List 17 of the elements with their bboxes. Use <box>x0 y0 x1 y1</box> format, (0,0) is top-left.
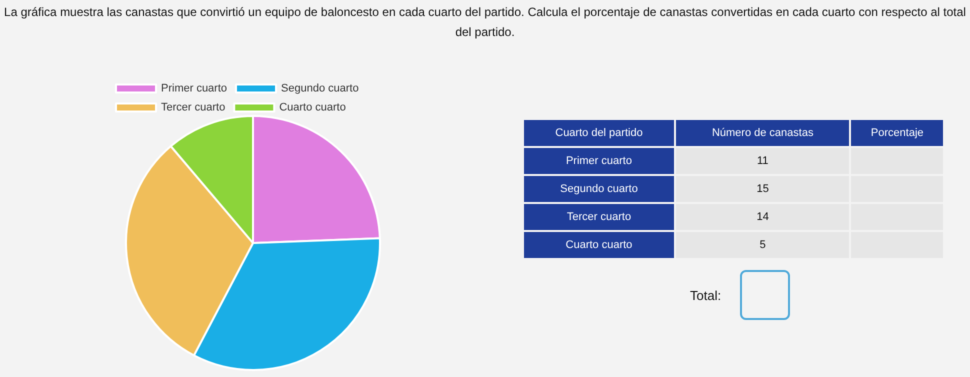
text: Cuarto del partido <box>524 120 674 146</box>
text: Número de canastas <box>676 120 850 146</box>
category-label: Primer cuarto <box>566 155 632 167</box>
category-label: Tercer cuarto <box>566 211 632 223</box>
text: 5 <box>676 232 850 258</box>
text: 14 <box>676 204 850 230</box>
text: 15 <box>676 176 850 202</box>
text: La gráfica muestra las canastas que convirtió un equipo de baloncesto en cada cuarto del partido. Calcula el porcentaje de canastas convertidas en cada cuarto con respecto al total del partido. <box>3 4 967 41</box>
category-label: Segundo cuarto <box>560 183 638 195</box>
text: 11 <box>676 148 850 174</box>
text: Porcentaje <box>851 120 943 146</box>
legend-label: Tercer cuarto <box>161 102 226 114</box>
text: Total: <box>690 288 722 303</box>
category-label: Cuarto cuarto <box>566 239 632 251</box>
legend-label: Segundo cuarto <box>281 82 359 94</box>
legend-label: Primer cuarto <box>161 82 228 94</box>
legend-label: Cuarto cuarto <box>279 102 346 114</box>
